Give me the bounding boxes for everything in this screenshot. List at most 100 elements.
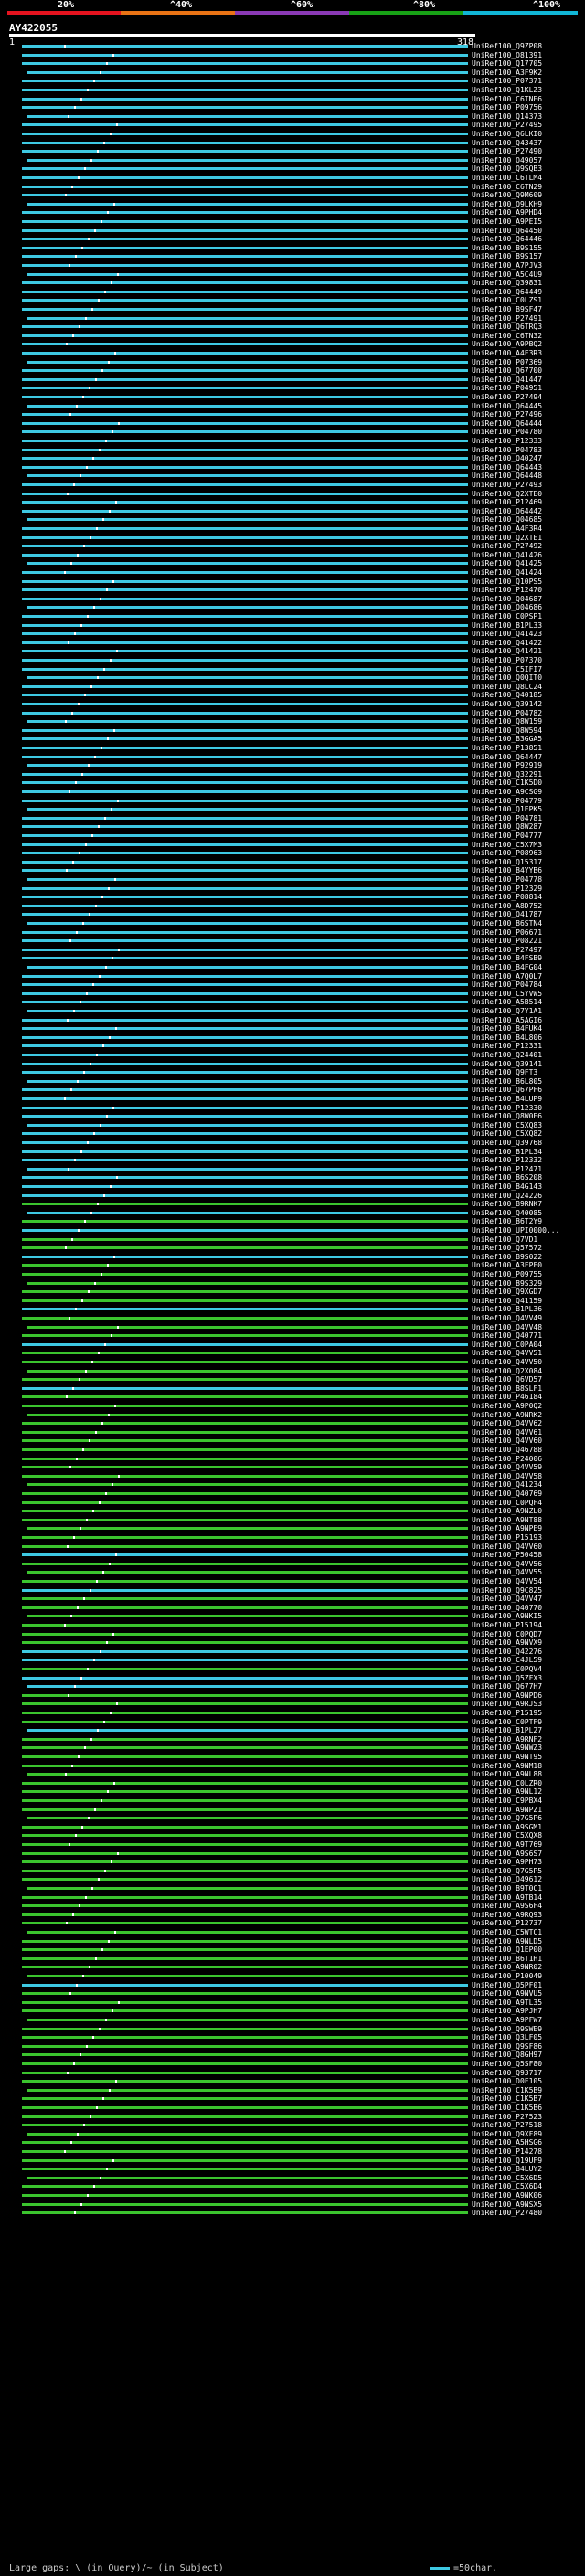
hit-label[interactable]: UniRef100_A9NL88 (472, 1770, 543, 1779)
hit-row[interactable]: UniRef100_Q9FT3 (0, 1068, 585, 1077)
hit-row[interactable]: UniRef100_A9NWZ3 (0, 1744, 585, 1753)
hit-label[interactable]: UniRef100_B4G143 (472, 1182, 543, 1191)
hit-row[interactable]: UniRef100_P12330 (0, 1104, 585, 1113)
hit-label[interactable]: UniRef100_Q4VV62 (472, 1419, 543, 1428)
hit-row[interactable]: UniRef100_Q24401 (0, 1051, 585, 1060)
hit-label[interactable]: UniRef100_Q6LKI0 (472, 130, 543, 138)
hit-label[interactable]: UniRef100_Q2XTE0 (472, 489, 543, 498)
hit-label[interactable]: UniRef100_Q64445 (472, 401, 543, 410)
hit-label[interactable]: UniRef100_Q9SWE9 (472, 2024, 543, 2033)
hit-row[interactable]: UniRef100_B9S022 (0, 1253, 585, 1262)
hit-row[interactable]: UniRef100_Q1EPK5 (0, 805, 585, 814)
hit-row[interactable]: UniRef100_A3FPF0 (0, 1261, 585, 1270)
hit-row[interactable]: UniRef100_O81391 (0, 51, 585, 60)
hit-label[interactable]: UniRef100_C0PTF9 (472, 1717, 543, 1726)
hit-label[interactable]: UniRef100_P07371 (472, 77, 543, 86)
hit-label[interactable]: UniRef100_P08221 (472, 937, 543, 946)
hit-row[interactable]: UniRef100_P07369 (0, 358, 585, 367)
hit-label[interactable]: UniRef100_P04777 (472, 832, 543, 840)
hit-label[interactable]: UniRef100_C5IFI7 (472, 664, 543, 673)
hit-row[interactable]: UniRef100_Q7G5P5 (0, 1867, 585, 1876)
hit-row[interactable]: UniRef100_P27480 (0, 2209, 585, 2218)
hit-row[interactable]: UniRef100_Q2XTE0 (0, 490, 585, 499)
hit-label[interactable]: UniRef100_Q39142 (472, 700, 543, 708)
hit-row[interactable]: UniRef100_B1PL33 (0, 621, 585, 631)
hit-label[interactable]: UniRef100_Q41787 (472, 910, 543, 919)
hit-label[interactable]: UniRef100_A9PBQ2 (472, 340, 543, 349)
hit-label[interactable]: UniRef100_A9NPE9 (472, 1524, 543, 1533)
hit-label[interactable]: UniRef100_A9RQ93 (472, 1910, 543, 1919)
hit-row[interactable]: UniRef100_P27494 (0, 393, 585, 402)
hit-label[interactable]: UniRef100_Q40247 (472, 454, 543, 463)
hit-label[interactable]: UniRef100_Q4VV54 (472, 1577, 543, 1585)
hit-row[interactable]: UniRef100_A9NT95 (0, 1753, 585, 1762)
hit-row[interactable]: UniRef100_Q41447 (0, 376, 585, 385)
hit-label[interactable]: UniRef100_Q64442 (472, 506, 543, 515)
hit-label[interactable]: UniRef100_B4FG04 (472, 963, 543, 971)
hit-label[interactable]: UniRef100_Q40769 (472, 1489, 543, 1498)
hit-row[interactable]: UniRef100_Q64445 (0, 402, 585, 411)
hit-label[interactable]: UniRef100_P09756 (472, 103, 543, 112)
hit-row[interactable]: UniRef100_A9NK06 (0, 2191, 585, 2200)
hit-row[interactable]: UniRef100_P27490 (0, 147, 585, 156)
hit-label[interactable]: UniRef100_B6T1H1 (472, 1954, 543, 1963)
hit-row[interactable]: UniRef100_B4FUK4 (0, 1024, 585, 1034)
hit-label[interactable]: UniRef100_A5HSG6 (472, 2138, 543, 2147)
hit-row[interactable]: UniRef100_C0PTF9 (0, 1718, 585, 1727)
hit-label[interactable]: UniRef100_Q3LF05 (472, 2033, 543, 2042)
hit-label[interactable]: UniRef100_A8D752 (472, 901, 543, 910)
hit-label[interactable]: UniRef100_C6TNE6 (472, 94, 543, 103)
hit-label[interactable]: UniRef100_Q8W287 (472, 822, 543, 832)
hit-label[interactable]: UniRef100_P27494 (472, 393, 543, 401)
hit-label[interactable]: UniRef100_Q2X084 (472, 1366, 543, 1375)
hit-row[interactable]: UniRef100_Q9C825 (0, 1586, 585, 1595)
hit-row[interactable]: UniRef100_P27523 (0, 2113, 585, 2122)
hit-label[interactable]: UniRef100_A7PJV3 (472, 261, 543, 270)
hit-row[interactable]: UniRef100_Q4VV62 (0, 1419, 585, 1428)
hit-label[interactable]: UniRef100_A5B514 (472, 998, 543, 1007)
hit-row[interactable]: UniRef100_B9S329 (0, 1279, 585, 1288)
hit-label[interactable]: UniRef100_B1PL27 (472, 1726, 543, 1735)
hit-row[interactable]: UniRef100_Q41787 (0, 910, 585, 919)
hit-row[interactable]: UniRef100_A9SGM1 (0, 1823, 585, 1832)
hit-row[interactable]: UniRef100_C6TN29 (0, 183, 585, 192)
hit-row[interactable]: UniRef100_P04783 (0, 446, 585, 455)
hit-row[interactable]: UniRef100_C1K5D0 (0, 779, 585, 788)
hit-label[interactable]: UniRef100_Q4VV49 (472, 1314, 543, 1322)
hit-row[interactable]: UniRef100_Q04685 (0, 515, 585, 525)
hit-label[interactable]: UniRef100_A9NWZ3 (472, 1744, 543, 1753)
hit-row[interactable]: UniRef100_P04951 (0, 384, 585, 393)
hit-label[interactable]: UniRef100_A9NRK2 (472, 1410, 543, 1419)
hit-label[interactable]: UniRef100_Q42276 (472, 1647, 543, 1656)
hit-label[interactable]: UniRef100_P24006 (472, 1454, 543, 1463)
hit-label[interactable]: UniRef100_Q4VV61 (472, 1427, 543, 1436)
hit-label[interactable]: UniRef100_P27491 (472, 313, 543, 323)
hit-row[interactable]: UniRef100_P04784 (0, 981, 585, 990)
hit-row[interactable]: UniRef100_Q10PS5 (0, 578, 585, 587)
hit-label[interactable]: UniRef100_B3GGA5 (472, 735, 543, 744)
hit-row[interactable]: UniRef100_Q1KLZ3 (0, 86, 585, 95)
hit-row[interactable]: UniRef100_B4YYB6 (0, 866, 585, 875)
hit-label[interactable]: UniRef100_P27493 (472, 481, 543, 489)
hit-label[interactable]: UniRef100_C5WTC1 (472, 1928, 543, 1936)
hit-row[interactable]: UniRef100_Q57572 (0, 1244, 585, 1253)
hit-label[interactable]: UniRef100_B6S208 (472, 1173, 543, 1182)
hit-label[interactable]: UniRef100_Q41159 (472, 1296, 543, 1305)
hit-row[interactable]: UniRef100_P10049 (0, 1972, 585, 1981)
hit-row[interactable]: UniRef100_Q2XTE1 (0, 534, 585, 543)
hit-label[interactable]: UniRef100_A9NL12 (472, 1787, 543, 1797)
hit-row[interactable]: UniRef100_Q43437 (0, 139, 585, 148)
hit-label[interactable]: UniRef100_C0PA04 (472, 1340, 543, 1349)
hit-label[interactable]: UniRef100_P04780 (472, 428, 543, 437)
hit-row[interactable]: UniRef100_Q64444 (0, 419, 585, 429)
hit-label[interactable]: UniRef100_A9TB14 (472, 1892, 543, 1902)
hit-row[interactable]: UniRef100_A5HSG6 (0, 2138, 585, 2147)
hit-row[interactable]: UniRef100_C5X6D5 (0, 2174, 585, 2183)
hit-label[interactable]: UniRef100_B9S329 (472, 1278, 543, 1288)
hit-row[interactable]: UniRef100_B4G143 (0, 1182, 585, 1192)
hit-row[interactable]: UniRef100_Q40769 (0, 1489, 585, 1499)
hit-label[interactable]: UniRef100_Q24401 (472, 1051, 543, 1059)
hit-row[interactable]: UniRef100_Q64447 (0, 753, 585, 762)
hit-label[interactable]: UniRef100_P12331 (472, 1042, 543, 1051)
hit-row[interactable]: UniRef100_A9NSX5 (0, 2200, 585, 2210)
